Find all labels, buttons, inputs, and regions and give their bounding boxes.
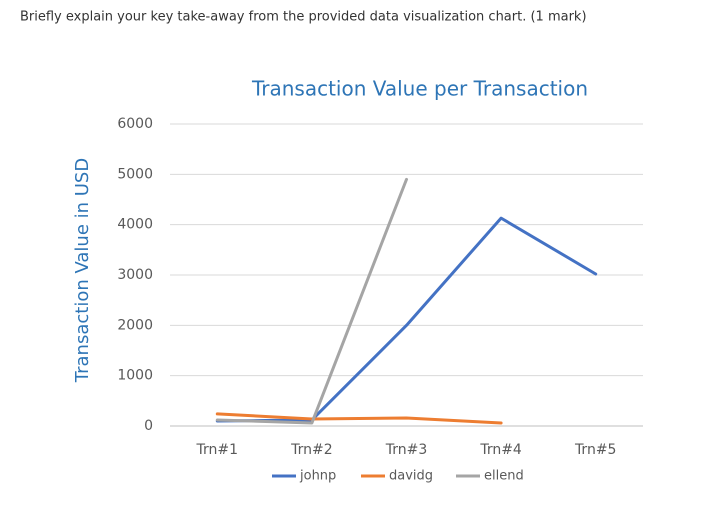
legend-label: ellend: [484, 469, 524, 484]
y-tick-label: 1000: [117, 368, 153, 384]
x-tick-label: Trn#5: [574, 442, 617, 458]
chart-title: Transaction Value per Transaction: [251, 77, 588, 101]
y-tick-label: 4000: [117, 217, 153, 233]
y-tick-label: 5000: [117, 166, 153, 182]
y-tick-label: 2000: [117, 317, 153, 333]
y-tick-label: 3000: [117, 267, 153, 283]
legend-label: davidg: [389, 469, 433, 484]
x-tick-label: Trn#2: [290, 442, 333, 458]
legend-label: johnp: [299, 469, 336, 484]
y-tick-label: 6000: [117, 116, 153, 132]
series-line: [215, 412, 503, 425]
y-axis-label: Transaction Value in USD: [72, 158, 93, 383]
x-tick-label: Trn#3: [385, 442, 428, 458]
series-line: [215, 177, 408, 425]
y-tick-label: 0: [144, 418, 153, 434]
series-line: [215, 216, 598, 423]
x-tick-label: Trn#4: [479, 442, 522, 458]
x-tick-label: Trn#1: [196, 442, 239, 458]
question: Briefly explain your key take-away from …: [20, 10, 587, 25]
